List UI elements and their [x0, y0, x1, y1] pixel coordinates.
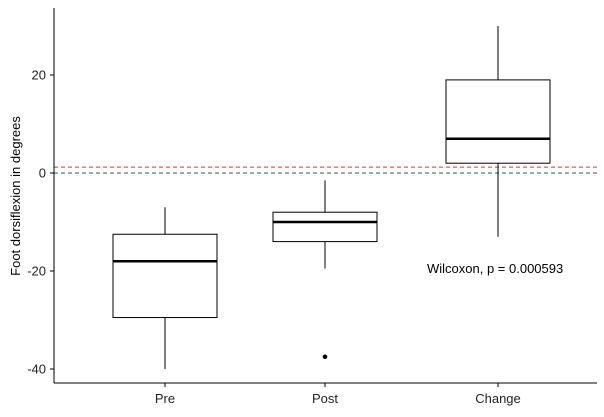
box-pre: [112, 233, 218, 319]
y-axis-title: Foot dorsiflexion in degrees: [8, 116, 23, 276]
reference-lines: [54, 166, 597, 174]
x-tick-label-post: Post: [312, 391, 338, 406]
y-tick-label-20: 20: [32, 68, 46, 83]
box-change: [445, 79, 551, 164]
wilcoxon-annotation: Wilcoxon, p = 0.000593: [427, 261, 563, 276]
y-ticks: -40 -20 0 20: [27, 68, 54, 377]
x-tick-label-pre: Pre: [155, 391, 175, 406]
boxes: [112, 26, 551, 369]
x-ticks: Pre Post Change: [155, 383, 521, 406]
y-tick-label-0: 0: [39, 166, 46, 181]
x-tick-label-change: Change: [475, 391, 521, 406]
y-tick-label--40: -40: [27, 362, 46, 377]
outlier-post-0: [322, 354, 328, 360]
y-tick-label--20: -20: [27, 264, 46, 279]
box-post: [272, 211, 378, 243]
